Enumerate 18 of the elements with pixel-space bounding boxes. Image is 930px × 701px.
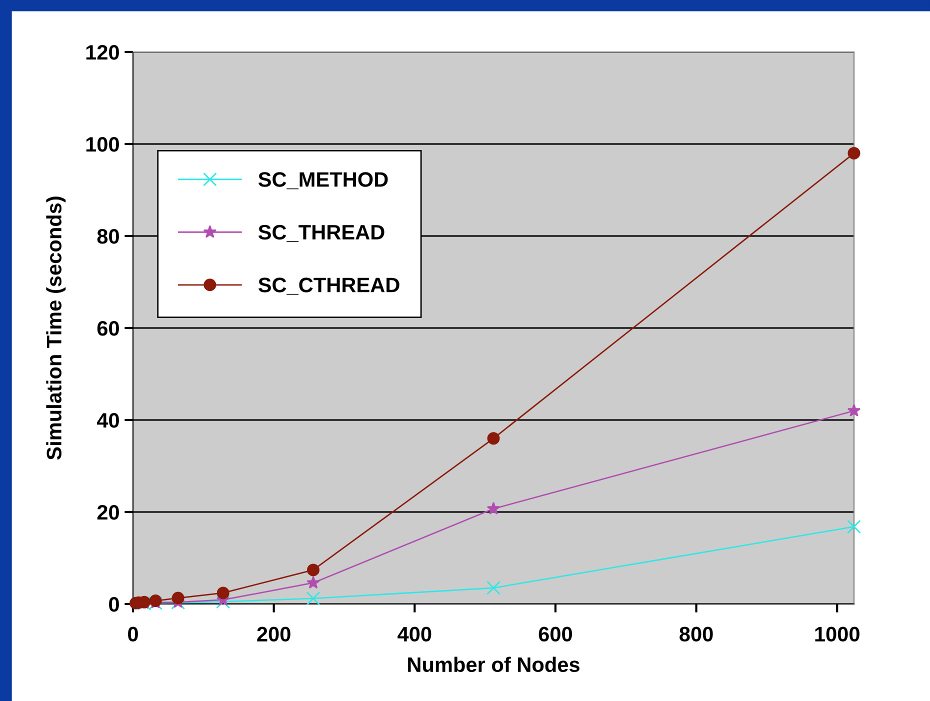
- y-tick-label: 80: [97, 229, 119, 244]
- x-tick-label: 800: [680, 626, 713, 642]
- x-axis-title: Number of Nodes: [408, 656, 580, 672]
- y-tick-label: 100: [86, 137, 119, 152]
- y-tick-label: 40: [96, 413, 119, 428]
- x-tick-label: 400: [398, 626, 432, 642]
- y-tick-label: 60: [97, 321, 119, 336]
- x-tick-label: 1000: [815, 626, 860, 642]
- x-tick-label: 200: [257, 626, 290, 642]
- y-tick-label: 0: [109, 597, 119, 612]
- legend-label: SC_THREAD: [258, 224, 384, 242]
- legend-label: SC_CTHREAD: [258, 278, 400, 295]
- legend-label: SC_METHOD: [258, 172, 388, 190]
- x-tick-label: 0: [128, 626, 138, 642]
- y-tick-label: 120: [86, 45, 119, 60]
- x-tick-label: 600: [538, 626, 572, 642]
- y-axis-title: Simulation Time (seconds): [46, 196, 66, 460]
- y-tick-label: 20: [97, 505, 119, 520]
